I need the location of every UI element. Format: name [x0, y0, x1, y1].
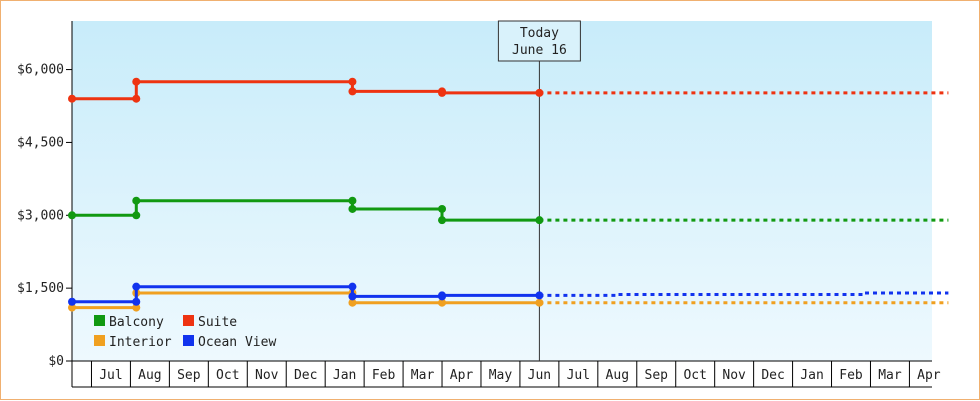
x-month-label: Feb: [372, 368, 396, 383]
x-axis: Jul Aug Sep Oct Nov Dec Jan Feb Mar Apr May Jun Jul A…: [72, 360, 941, 388]
ocean-view-point: [348, 292, 357, 301]
balcony-point: [132, 211, 141, 220]
series-layer: [68, 77, 949, 312]
x-month-label: Aug: [606, 368, 629, 383]
legend-label-balcony: Balcony: [109, 315, 164, 330]
suite-point: [438, 88, 447, 97]
x-month-label: Jan: [333, 368, 356, 383]
legend: Balcony Suite Interior Ocean View: [94, 315, 276, 350]
ocean-view-point: [438, 291, 447, 300]
x-month-label: Jan: [800, 368, 823, 383]
balcony-point: [132, 196, 141, 205]
suite-point: [132, 94, 141, 103]
x-month-label: Sep: [177, 368, 201, 383]
today-marker: Today June 16: [497, 20, 581, 361]
interior-point: [535, 298, 544, 307]
ocean-view-point: [132, 297, 141, 306]
legend-swatch-interior: [94, 335, 105, 346]
balcony-point: [348, 196, 357, 205]
y-tick-label: $0: [48, 354, 64, 369]
today-label: Today: [520, 26, 559, 41]
today-box: [497, 20, 581, 62]
interior-point: [348, 298, 357, 307]
balcony-point: [535, 216, 544, 225]
x-month-label: Apr: [917, 368, 941, 383]
x-month-label: Apr: [450, 368, 474, 383]
ocean-view-point: [535, 291, 544, 300]
ocean-view-point: [132, 282, 141, 291]
plot-background: [72, 21, 932, 361]
x-month-label: Jul: [99, 368, 122, 383]
y-tick-label: $4,500: [17, 135, 64, 150]
ocean-view-projection: [539, 291, 949, 297]
x-month-label: May: [489, 368, 513, 383]
x-month-label: Oct: [683, 368, 706, 383]
x-month-label: Aug: [138, 368, 161, 383]
x-month-label: Nov: [255, 368, 279, 383]
x-month-label: Nov: [722, 368, 746, 383]
x-month-label: Dec: [761, 368, 784, 383]
legend-swatch-ocean-view: [183, 335, 194, 346]
x-month-label: Oct: [216, 368, 239, 383]
today-date: June 16: [512, 43, 567, 58]
x-month-label: Mar: [411, 368, 435, 383]
x-month-label: Feb: [839, 368, 863, 383]
interior-point: [438, 298, 447, 307]
legend-label-suite: Suite: [198, 315, 237, 330]
balcony-point: [438, 216, 447, 225]
y-axis: $0 $1,500 $3,000 $4,500 $6,000: [17, 21, 73, 387]
ocean-view-point: [68, 297, 76, 306]
x-month-label: Jul: [567, 368, 590, 383]
x-month-label: Dec: [294, 368, 317, 383]
x-month-label: Jun: [528, 368, 551, 383]
interior-point: [132, 303, 141, 312]
interior-point: [68, 303, 76, 312]
y-tick-label: $3,000: [17, 208, 64, 223]
x-month-label: Sep: [645, 368, 669, 383]
x-month-label: Mar: [878, 368, 902, 383]
suite-point: [535, 88, 544, 97]
legend-swatch-suite: [183, 315, 194, 326]
legend-swatch-balcony: [94, 315, 105, 326]
suite-point: [132, 77, 141, 86]
y-tick-label: $6,000: [17, 63, 64, 78]
balcony-point: [438, 204, 447, 213]
y-tick-label: $1,500: [17, 281, 64, 296]
balcony-point: [68, 211, 76, 220]
suite-point: [348, 87, 357, 96]
suite-point: [348, 77, 357, 86]
balcony-point: [348, 204, 357, 213]
ocean-view-point: [348, 282, 357, 291]
legend-label-interior: Interior: [109, 335, 172, 350]
suite-point: [68, 94, 76, 103]
legend-label-ocean-view: Ocean View: [198, 335, 276, 350]
